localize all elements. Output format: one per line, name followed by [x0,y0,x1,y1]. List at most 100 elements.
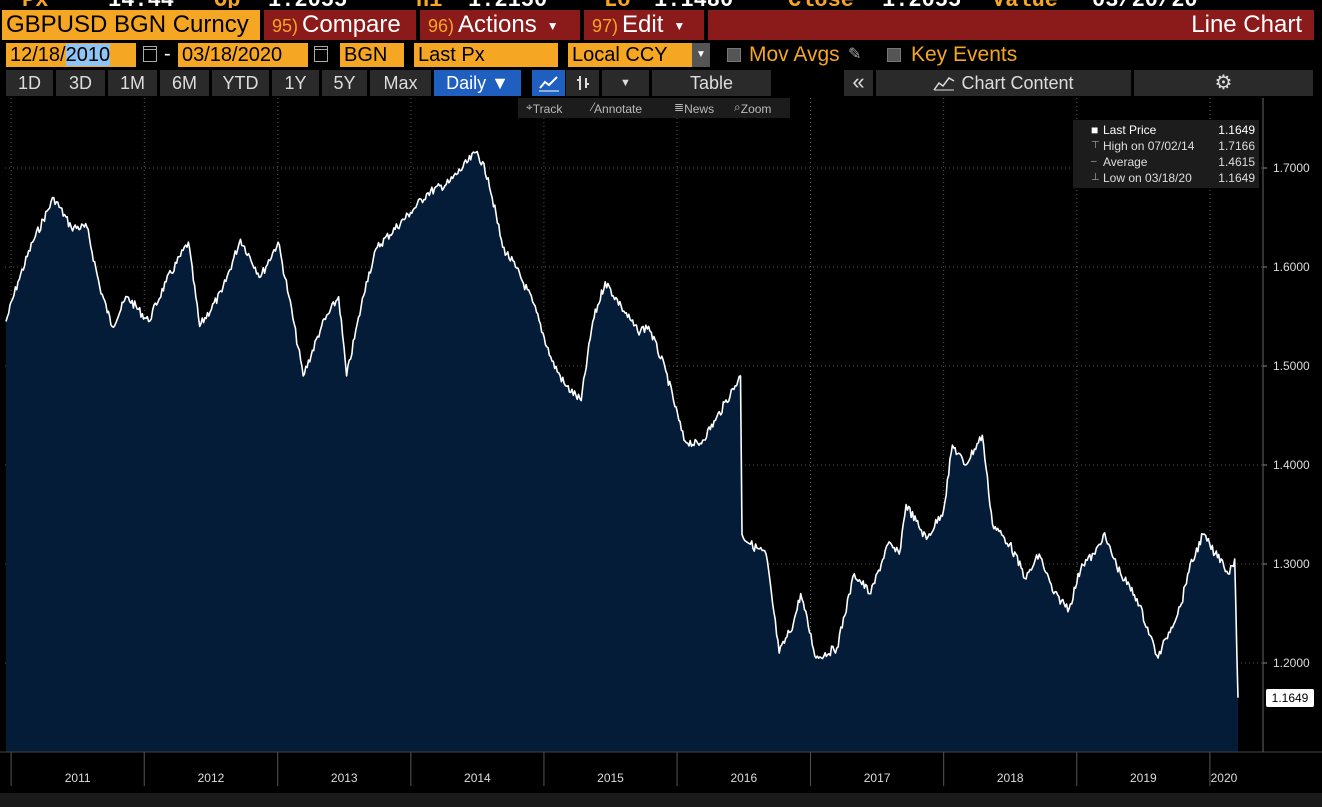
quote-strip-item: Op [214,0,240,8]
quote-strip-item: Close [788,0,854,8]
legend-low-label: Low on 03/18/20 [1103,171,1192,185]
header-title-bar: Line Chart [708,10,1314,40]
chart-mini-toolbar: ⌖ Track ⁄ Annotate ≣ News ⌕ Zoom [518,98,790,118]
y-axis-tick-label: 1.6000 [1273,260,1310,274]
high-marker-icon: ⊤ [1091,140,1100,151]
period-1m-button[interactable]: 1M [108,70,158,96]
period-3d-button[interactable]: 3D [56,70,106,96]
end-date-field[interactable]: 03/18/2020 [178,43,308,67]
chart-legend: ■ Last Price 1.1649 ⊤ High on 07/02/14 1… [1073,120,1259,188]
start-date-field[interactable]: 12/18/2010 [6,43,136,67]
last-price-tag: 1.1649 [1266,689,1314,707]
chevron-down-icon[interactable]: ▼ [602,70,650,96]
y-axis-tick-label: 1.3000 [1273,557,1310,571]
gear-icon[interactable]: ⚙ [1134,70,1314,96]
track-label: Track [532,102,563,116]
zoom-tool[interactable]: ⌕ Zoom [734,100,772,116]
x-axis-year-label: 2014 [464,771,491,785]
line-chart-icon[interactable] [532,70,566,96]
x-axis-year-label: 2020 [1211,771,1238,785]
y-axis-tick-label: 1.4000 [1273,458,1310,472]
bar-chart-icon[interactable] [566,70,600,96]
chevron-down-icon: ▼ [546,18,559,33]
chart-content-icon [933,77,955,91]
table-button[interactable]: Table [652,70,772,96]
key-events-checkbox[interactable] [887,48,901,62]
chevron-down-icon[interactable]: ▼ [692,43,710,67]
price-series-line [5,150,1239,698]
low-marker-icon: ⊥ [1091,172,1100,183]
quote-strip: Px 14:44 Op 1.2055 Hi 1.2150 Lo 1.1480 Close 1.20… [0,0,1322,8]
chart-content-button[interactable]: Chart Content [876,70,1132,96]
x-axis-year-label: 2013 [331,771,358,785]
news-tool[interactable]: ≣ News [674,100,715,116]
y-axis-tick-label: 1.2000 [1273,656,1310,670]
period-1d-button[interactable]: 1D [6,70,54,96]
start-date-year: 2010 [65,44,111,66]
chart-content-label: Chart Content [961,73,1074,93]
source-field[interactable]: BGN [340,43,404,67]
x-axis-year-label: 2011 [65,771,91,785]
mov-avgs-checkbox[interactable] [727,48,741,62]
chart-parameters-row: 12/18/2010 - 03/18/2020 BGN Last Px Loca… [0,42,1322,68]
legend-last-price-label: Last Price [1103,123,1157,137]
period-5y-button[interactable]: 5Y [322,70,368,96]
quote-strip-item: 1.1480 [654,0,733,8]
legend-last-price-value: 1.1649 [1218,123,1255,137]
quote-strip-item: Lo [604,0,630,8]
quote-strip-item: 1.2055 [268,0,347,8]
quote-strip-item: 03/20/20 [1092,0,1198,8]
start-date-month: 12/18/ [10,44,66,66]
zoom-label: Zoom [740,102,772,116]
quote-strip-item: 1.2055 [882,0,961,8]
edit-button[interactable]: 97) Edit ▼ [584,10,704,40]
period-ytd-button[interactable]: YTD [212,70,270,96]
news-label: News [684,102,715,116]
actions-shortcut: 96) [428,16,455,36]
frequency-select[interactable]: Daily ▼ [434,70,522,96]
price-field-select[interactable]: Last Px [414,43,558,67]
annotate-tool[interactable]: ⁄ Annotate [592,100,643,116]
x-axis-year-label: 2016 [730,771,757,785]
legend-high-value: 1.7166 [1218,139,1255,153]
edit-shortcut: 97) [592,16,619,36]
period-max-button[interactable]: Max [370,70,432,96]
legend-high-label: High on 07/02/14 [1103,139,1195,153]
legend-average-value: 1.4615 [1218,155,1255,169]
calendar-icon[interactable] [314,46,328,62]
average-marker-icon: – [1091,156,1097,167]
compare-button[interactable]: 95) Compare [264,10,416,40]
quote-strip-item: Hi [416,0,442,8]
track-tool[interactable]: ⌖ Track [526,100,563,116]
last-price-swatch-icon: ■ [1091,123,1099,137]
actions-button[interactable]: 96) Actions ▼ [420,10,580,40]
collapse-icon[interactable]: « [844,70,874,96]
compare-label: Compare [302,11,401,38]
y-axis-tick-label: 1.7000 [1273,161,1310,175]
pencil-icon[interactable]: ✎ [848,46,862,63]
legend-average-label: Average [1103,155,1148,169]
key-events-label[interactable]: Key Events [911,43,1018,66]
chart-type-title: Line Chart [1191,11,1302,38]
price-chart[interactable]: 2011 2012 2013 2014 2015 2016 2017 2018 2019 2020… [0,96,1322,807]
x-axis-year-label: 2015 [597,771,624,785]
period-1y-button[interactable]: 1Y [272,70,320,96]
x-axis-year-label: 2019 [1130,771,1157,785]
calendar-icon[interactable] [143,46,157,62]
quote-strip-item: 1.2150 [468,0,547,8]
legend-low-value: 1.1649 [1218,171,1255,185]
edit-label: Edit [622,11,664,38]
chevron-down-icon: ▼ [673,18,686,33]
bottom-strip [0,793,1322,807]
period-6m-button[interactable]: 6M [160,70,210,96]
x-axis-year-label: 2017 [864,771,891,785]
quote-strip-item: 14:44 [108,0,174,8]
actions-label: Actions [458,11,537,38]
y-axis-tick-label: 1.5000 [1273,359,1310,373]
annotate-label: Annotate [594,102,643,116]
mov-avgs-label[interactable]: Mov Avgs [749,43,840,66]
quote-strip-item: Px [22,0,48,8]
security-ticker-field[interactable]: GBPUSD BGN Curncy [2,10,260,40]
date-separator: - [164,43,171,65]
currency-select[interactable]: Local CCY [568,43,692,67]
